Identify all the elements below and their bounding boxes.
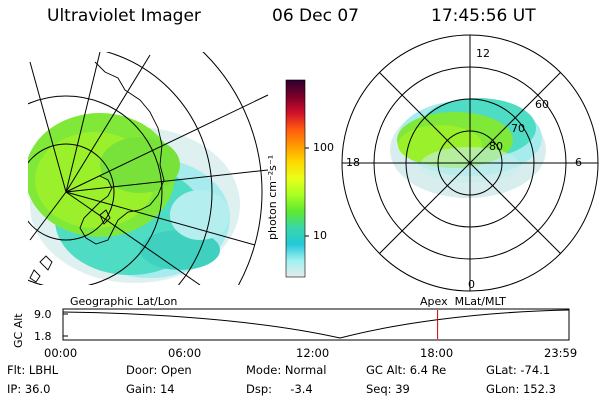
mlat-label-70: 70	[511, 122, 525, 135]
observation-time: 17:45:56 UT	[431, 6, 536, 26]
colorbar-tick-100: 100	[313, 141, 334, 154]
magnetic-polar-plot	[341, 34, 599, 292]
time-tick-2359: 23:59	[544, 346, 578, 360]
coastline-islands	[29, 209, 111, 283]
altitude-ytick-low: 1.8	[34, 330, 52, 343]
time-tick-0000: 00:00	[44, 346, 78, 360]
gain-status: Gain: 14	[126, 382, 175, 396]
altitude-ytick-high: 9.0	[34, 308, 52, 321]
magnetic-panel-label: Apex MLat/MLT	[420, 295, 506, 308]
geographic-panel-label: Geographic Lat/Lon	[70, 295, 178, 308]
geographic-image-panel	[28, 52, 269, 285]
mlat-label-80: 80	[489, 140, 503, 153]
mlat-label-60: 60	[535, 98, 549, 111]
filter-status: Flt: LBHL	[7, 363, 59, 377]
ip-status: IP: 36.0	[7, 382, 51, 396]
instrument-title: Ultraviolet Imager	[47, 6, 201, 26]
seq-status: Seq: 39	[366, 382, 410, 396]
geographic-grid	[28, 52, 269, 285]
altitude-plot	[62, 308, 570, 341]
altitude-ylabel: GC Alt	[12, 313, 25, 348]
mlt-label-0: 0	[468, 278, 475, 291]
time-tick-1200: 12:00	[296, 346, 330, 360]
dsp-status: Dsp: -3.4	[246, 382, 313, 396]
glat-status: GLat: -74.1	[486, 363, 551, 377]
door-status: Door: Open	[126, 363, 192, 377]
time-tick-1800: 18:00	[420, 346, 454, 360]
time-tick-0600: 06:00	[168, 346, 202, 360]
coastline	[79, 61, 165, 245]
mode-status: Mode: Normal	[246, 363, 327, 377]
glon-status: GLon: 152.3	[486, 382, 556, 396]
colorbar-tick-10: 10	[313, 229, 327, 242]
gc-alt-status: GC Alt: 6.4 Re	[366, 363, 447, 377]
mlt-label-18: 18	[346, 156, 360, 169]
observation-date: 06 Dec 07	[272, 6, 359, 26]
colorbar-unit-label: photon cm⁻²s⁻¹	[266, 154, 279, 240]
aurora-emission-left	[28, 113, 240, 283]
altitude-curve	[62, 309, 570, 339]
aurora-emission-right	[390, 98, 546, 198]
mlt-label-6: 6	[575, 156, 582, 169]
colorbar	[285, 79, 309, 278]
mlt-label-12: 12	[476, 47, 490, 60]
